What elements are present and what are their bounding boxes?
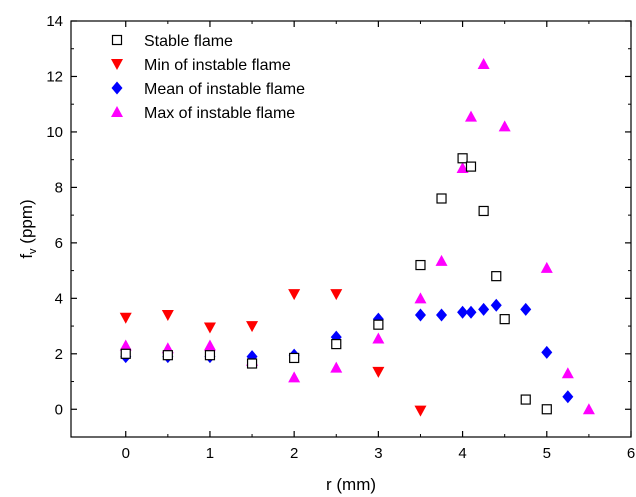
point-stable-flame bbox=[465, 161, 477, 172]
legend-marker-min-of-instable-flame bbox=[111, 59, 123, 70]
point-stable-flame bbox=[373, 319, 384, 330]
point-max-of-instable-flame bbox=[540, 261, 553, 273]
point-stable-flame bbox=[541, 404, 552, 415]
point-stable-flame bbox=[289, 352, 300, 364]
y-tick-label: 4 bbox=[55, 290, 63, 307]
x-tick-label: 1 bbox=[206, 445, 214, 462]
point-min-of-instable-flame bbox=[414, 405, 427, 417]
point-max-of-instable-flame bbox=[372, 332, 385, 344]
plot-area bbox=[70, 20, 632, 438]
point-mean-of-instable-flame bbox=[436, 308, 448, 322]
point-stable-flame bbox=[331, 338, 342, 350]
point-max-of-instable-flame bbox=[477, 57, 490, 69]
y-tick-label: 12 bbox=[46, 68, 63, 85]
x-tick-label: 2 bbox=[290, 445, 298, 462]
point-stable-flame bbox=[499, 314, 510, 325]
data-points bbox=[119, 57, 595, 417]
legend-label-max-of-instable-flame: Max of instable flame bbox=[144, 105, 295, 122]
y-tick-label: 14 bbox=[46, 13, 63, 30]
y-tick-label: 8 bbox=[55, 179, 63, 196]
y-axis-label-unit: (ppm) bbox=[17, 199, 36, 248]
point-min-of-instable-flame bbox=[203, 322, 216, 334]
legend-marker-mean-of-instable-flame bbox=[111, 81, 123, 95]
point-mean-of-instable-flame bbox=[478, 302, 490, 316]
point-mean-of-instable-flame bbox=[465, 305, 477, 319]
point-stable-flame bbox=[246, 358, 258, 369]
point-mean-of-instable-flame bbox=[541, 345, 553, 359]
legend-marker-stable-flame bbox=[111, 34, 123, 46]
point-max-of-instable-flame bbox=[561, 367, 574, 379]
x-tick-label: 5 bbox=[543, 445, 551, 462]
x-tick-label: 3 bbox=[374, 445, 382, 462]
point-min-of-instable-flame bbox=[330, 289, 343, 301]
point-max-of-instable-flame bbox=[288, 371, 301, 383]
point-min-of-instable-flame bbox=[161, 309, 174, 321]
legend: Stable flame Min of instable flame Mean of… bbox=[111, 33, 305, 122]
point-min-of-instable-flame bbox=[288, 289, 301, 301]
point-max-of-instable-flame bbox=[498, 120, 511, 132]
point-stable-flame bbox=[120, 348, 131, 359]
point-max-of-instable-flame bbox=[203, 339, 216, 351]
point-min-of-instable-flame bbox=[246, 321, 259, 333]
point-stable-flame bbox=[204, 350, 216, 361]
point-min-of-instable-flame bbox=[372, 366, 385, 378]
point-max-of-instable-flame bbox=[582, 403, 595, 415]
point-max-of-instable-flame bbox=[414, 292, 427, 304]
x-tick-label: 4 bbox=[458, 445, 466, 462]
point-mean-of-instable-flame bbox=[457, 305, 469, 319]
y-axis-label-subscript: v bbox=[27, 248, 39, 254]
y-axis-label: fv (ppm) bbox=[17, 199, 39, 258]
x-tick-label: 6 bbox=[627, 445, 635, 462]
x-axis-label: r (mm) bbox=[326, 475, 376, 494]
y-axis-label-main: f bbox=[17, 254, 36, 259]
point-stable-flame bbox=[491, 271, 502, 282]
axis-ticks bbox=[71, 20, 632, 437]
point-max-of-instable-flame bbox=[435, 254, 448, 266]
point-max-of-instable-flame bbox=[119, 339, 132, 351]
y-tick-label: 2 bbox=[55, 346, 63, 363]
point-min-of-instable-flame bbox=[119, 312, 132, 324]
point-mean-of-instable-flame bbox=[520, 302, 532, 316]
y-tick-label: 6 bbox=[55, 235, 63, 252]
point-stable-flame bbox=[415, 259, 426, 271]
point-stable-flame bbox=[162, 350, 173, 361]
point-max-of-instable-flame bbox=[465, 110, 477, 122]
legend-label-min-of-instable-flame: Min of instable flame bbox=[144, 57, 291, 74]
point-mean-of-instable-flame bbox=[562, 390, 574, 404]
legend-marker-max-of-instable-flame bbox=[111, 106, 123, 117]
point-mean-of-instable-flame bbox=[490, 298, 502, 312]
legend-label-stable-flame: Stable flame bbox=[144, 33, 233, 50]
point-stable-flame bbox=[520, 394, 531, 405]
point-max-of-instable-flame bbox=[456, 161, 469, 173]
legend-label-mean-of-instable-flame: Mean of instable flame bbox=[144, 81, 305, 98]
point-stable-flame bbox=[457, 153, 468, 164]
point-mean-of-instable-flame bbox=[414, 308, 426, 322]
point-max-of-instable-flame bbox=[330, 361, 343, 373]
y-tick-label: 0 bbox=[55, 401, 63, 418]
point-stable-flame bbox=[436, 193, 447, 204]
y-tick-label: 10 bbox=[46, 124, 63, 141]
point-stable-flame bbox=[478, 205, 489, 217]
x-tick-label: 0 bbox=[122, 445, 130, 462]
